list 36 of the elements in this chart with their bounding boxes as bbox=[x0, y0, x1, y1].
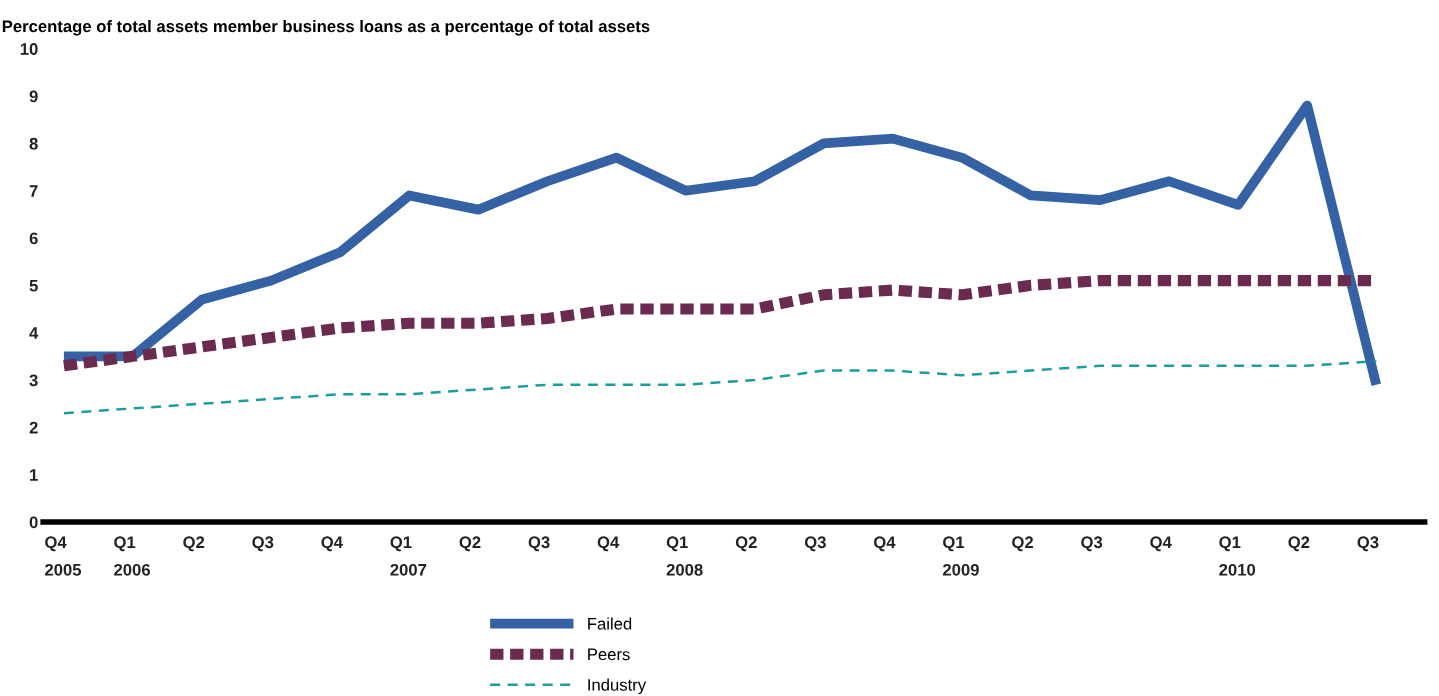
x-tick-label: Q4 bbox=[1150, 536, 1172, 552]
x-tick-label: Q3 bbox=[804, 536, 826, 552]
y-tick-label: 7 bbox=[29, 185, 38, 197]
x-tick-label: Q2 bbox=[1012, 536, 1034, 552]
y-tick-label: 5 bbox=[29, 279, 38, 292]
x-tick-label: Q3 bbox=[528, 536, 550, 552]
x-tick-label: Q1 2010 bbox=[1219, 536, 1256, 576]
y-tick-label: 3 bbox=[29, 374, 38, 387]
legend-label: Peers bbox=[588, 648, 630, 661]
x-tick-label: Q2 bbox=[1288, 536, 1310, 552]
x-tick-label: Q2 bbox=[183, 536, 205, 552]
x-tick-label: Q4 bbox=[874, 536, 896, 552]
x-tick-label: Q1 2008 bbox=[666, 536, 703, 576]
x-tick-label: Q3 bbox=[252, 536, 274, 552]
line-series bbox=[62, 359, 1378, 415]
legend-label: Industry bbox=[588, 678, 647, 695]
x-tick-label: Q4 bbox=[321, 536, 343, 552]
x-tick-label: Q3 bbox=[1081, 536, 1103, 552]
x-tick-label: Q4 2005 bbox=[45, 536, 82, 576]
y-tick-label: 10 bbox=[20, 43, 38, 55]
x-tick-label: Q2 bbox=[735, 536, 757, 552]
y-tick-label: 6 bbox=[29, 232, 38, 245]
x-tick-label: Q1 2006 bbox=[114, 536, 150, 576]
y-tick-label: 4 bbox=[29, 327, 39, 339]
y-tick-label: 9 bbox=[29, 90, 38, 103]
y-tick-label: 0 bbox=[29, 516, 38, 529]
y-tick-label: 8 bbox=[29, 137, 38, 150]
x-tick-label: Q1 2007 bbox=[390, 536, 427, 576]
x-tick-label: Q4 bbox=[597, 536, 620, 552]
x-tick-label: Q3 bbox=[1357, 536, 1379, 552]
x-tick-label: Q1 2009 bbox=[942, 536, 979, 576]
legend-label: Failed bbox=[588, 617, 632, 630]
x-tick-label: Q2 bbox=[459, 536, 481, 552]
y-tick-label: 1 bbox=[30, 469, 38, 481]
y-tick-label: 2 bbox=[29, 421, 38, 434]
chart-title: Percentage of total assets member business loans as a percentage of total assets bbox=[2, 19, 650, 36]
